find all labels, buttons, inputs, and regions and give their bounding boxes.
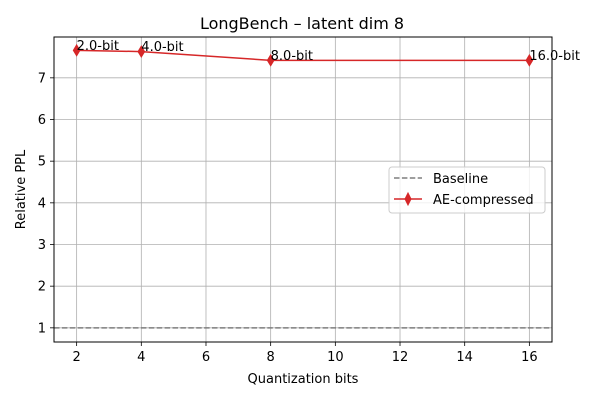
data-point-label: 2.0-bit (77, 39, 119, 54)
x-tick-label: 2 (72, 350, 80, 365)
point-labels: 2.0-bit 4.0-bit 8.0-bit 16.0-bit (77, 39, 580, 64)
y-tick-label: 2 (38, 280, 46, 295)
chart-title: LongBench – latent dim 8 (200, 14, 404, 33)
y-tick-label: 6 (38, 113, 46, 128)
data-point-marker (266, 53, 275, 67)
x-tick-label: 10 (327, 350, 344, 365)
data-point-marker (137, 45, 146, 59)
legend-series-label: AE-compressed (433, 193, 534, 208)
x-axis-title: Quantization bits (248, 372, 359, 387)
legend-box (388, 166, 546, 214)
legend: Baseline AE-compressed (388, 166, 546, 214)
x-tick-label: 8 (267, 350, 275, 365)
data-point-label: 8.0-bit (271, 49, 313, 64)
y-tick-label: 4 (38, 196, 46, 211)
x-tick-label: 4 (137, 350, 145, 365)
data-point-label: 16.0-bit (529, 49, 580, 64)
legend-baseline-label: Baseline (433, 172, 488, 187)
data-point-marker (525, 53, 534, 67)
data-point-label: 4.0-bit (141, 40, 183, 55)
x-tick-label: 14 (456, 350, 473, 365)
y-axis-title: Relative PPL (14, 149, 29, 229)
y-tick-label: 7 (38, 71, 46, 86)
legend-series-swatch-marker (404, 191, 412, 207)
series-layer (72, 43, 534, 67)
series-line (76, 49, 530, 62)
data-point-marker (72, 43, 81, 57)
x-tick-label: 16 (521, 350, 538, 365)
y-tick-label: 5 (38, 155, 46, 170)
x-tick-label: 6 (202, 350, 210, 365)
x-tick-label: 12 (392, 350, 409, 365)
y-tick-label: 1 (38, 321, 46, 336)
y-tick-label: 3 (38, 238, 46, 253)
plot-frame (53, 36, 553, 343)
